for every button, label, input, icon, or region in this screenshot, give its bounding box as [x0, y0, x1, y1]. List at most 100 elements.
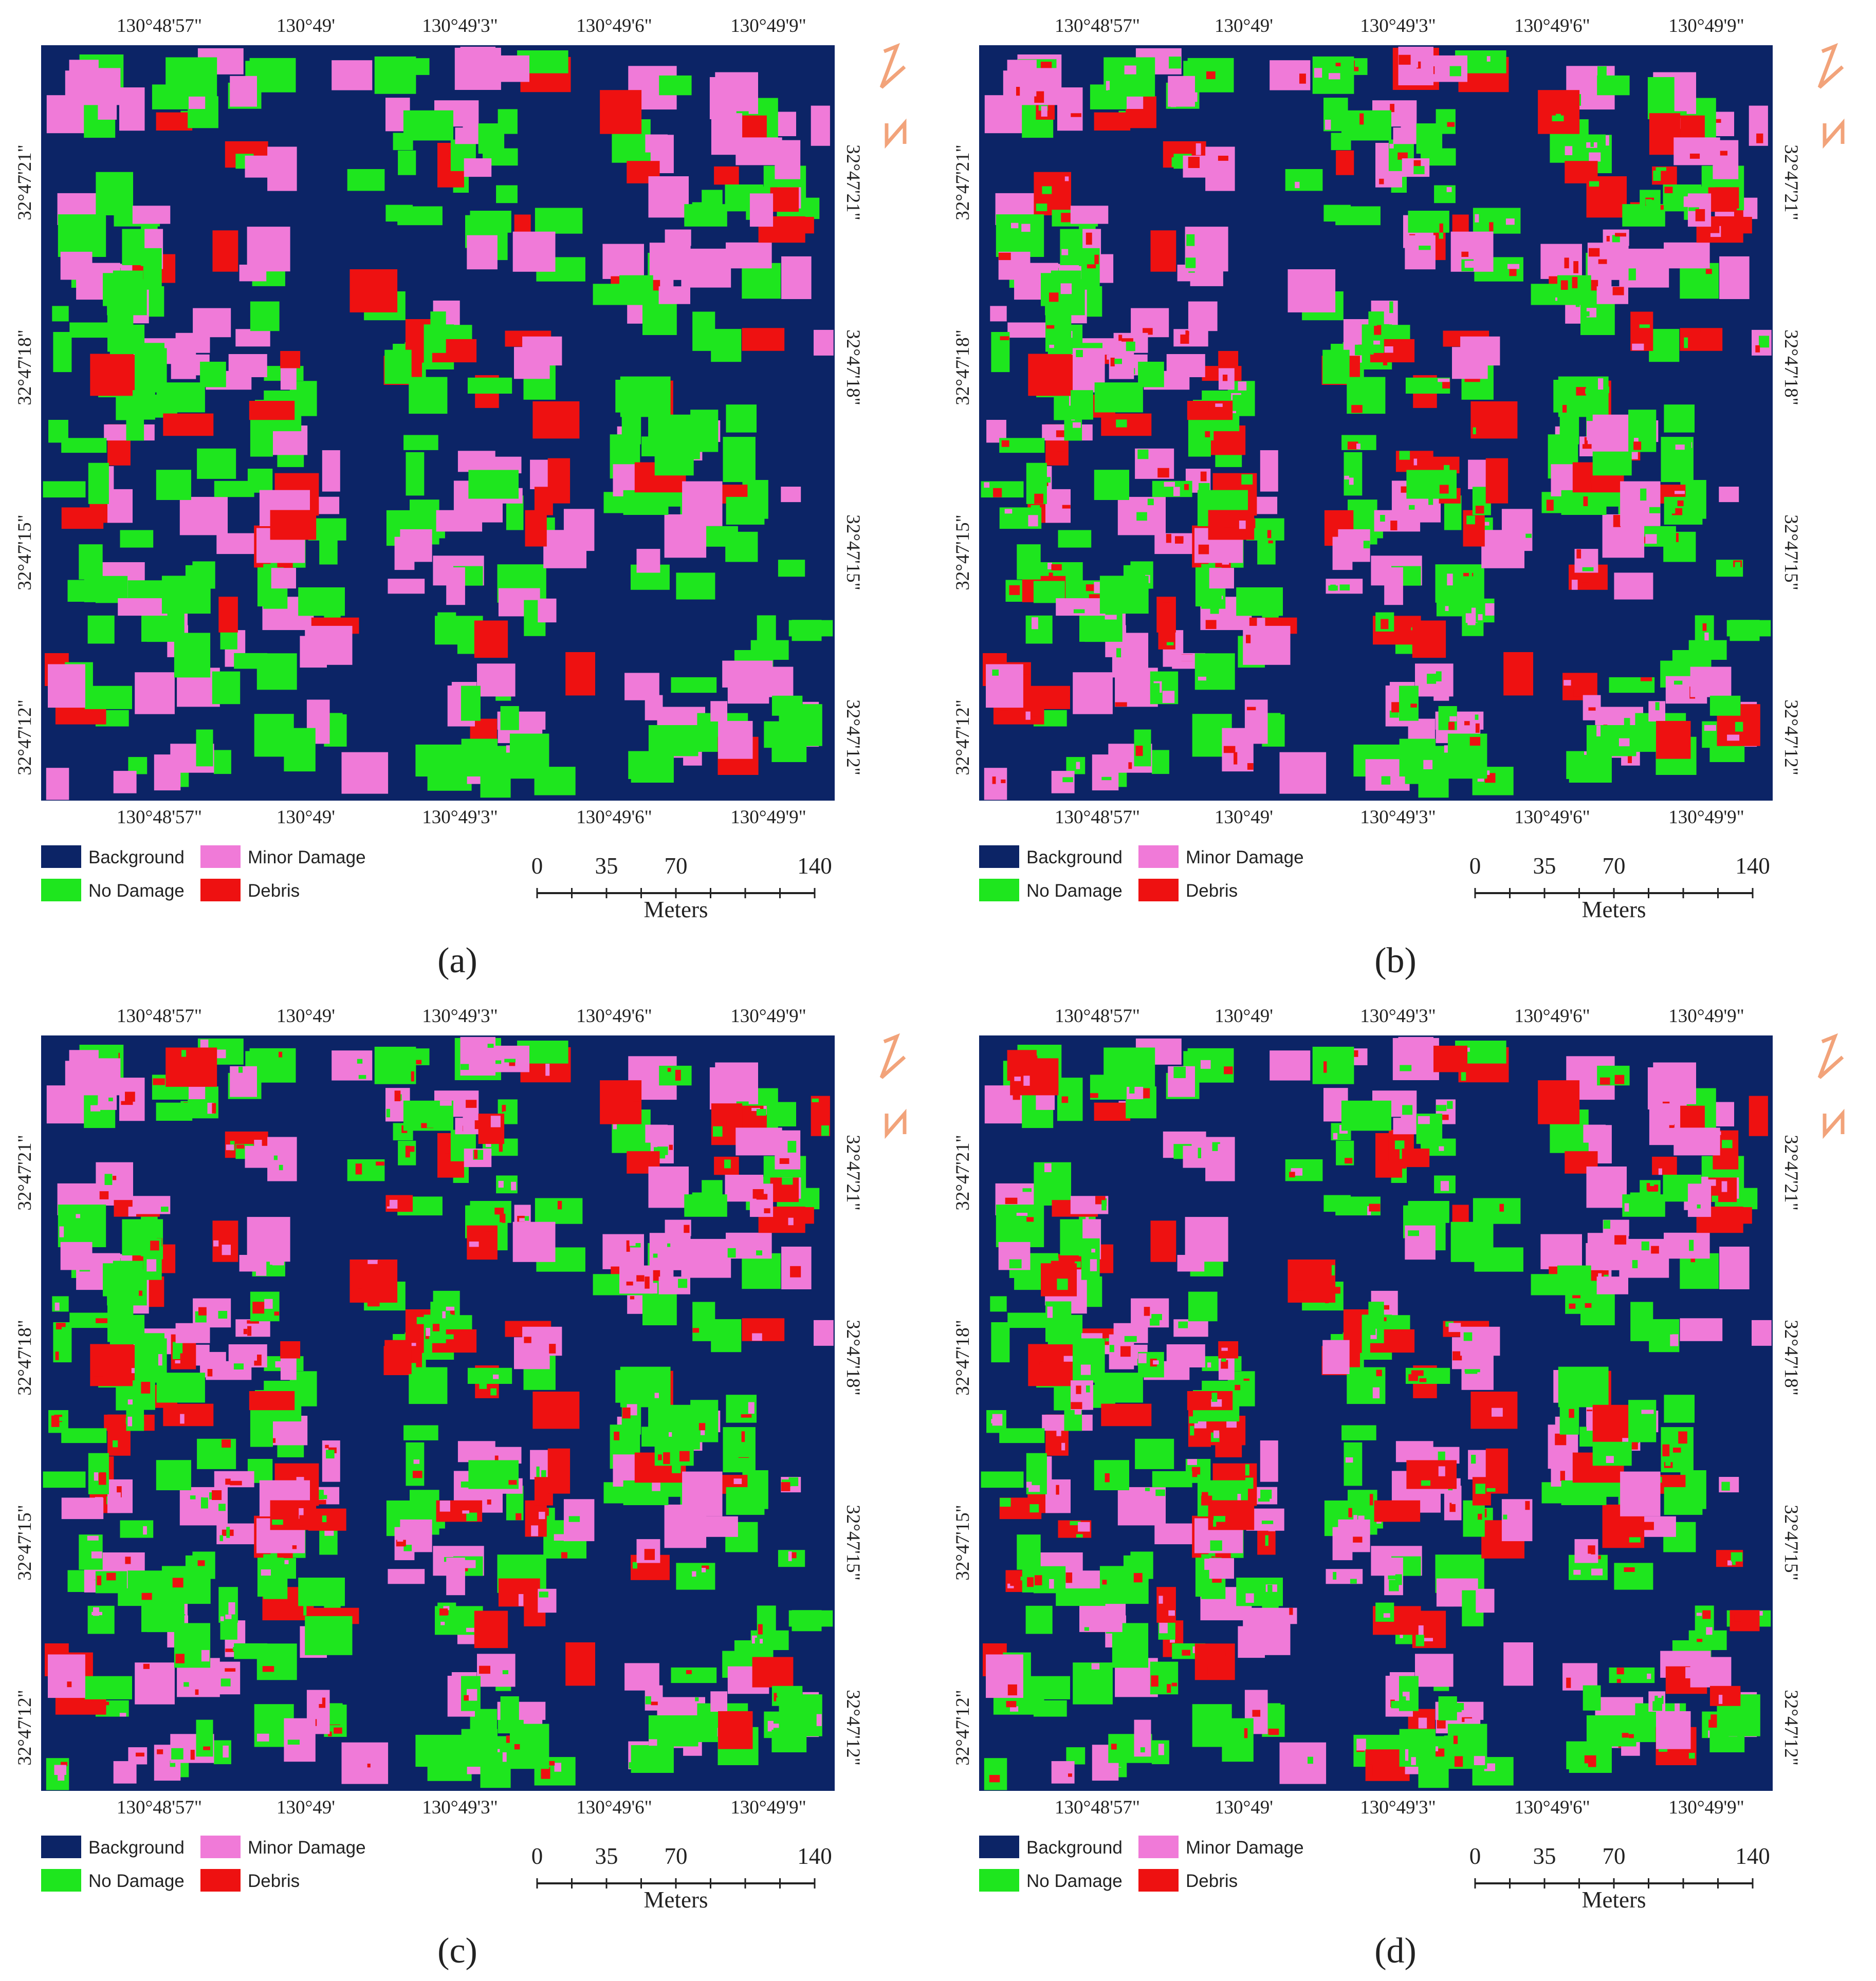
- classified-pixel-cluster: [1690, 1255, 1695, 1263]
- classified-pixel-cluster: [549, 1344, 556, 1354]
- classified-pixel-cluster: [626, 1281, 633, 1286]
- building-footprint: [1752, 1320, 1772, 1346]
- classified-pixel-cluster: [816, 1714, 822, 1726]
- classified-pixel-cluster: [1086, 1385, 1090, 1393]
- lon-label-top: 130°49'3": [422, 15, 498, 36]
- classified-pixel-cluster: [1290, 767, 1300, 776]
- legend-label-debris: Debris: [248, 881, 300, 901]
- building-footprint: [742, 1253, 781, 1289]
- building-footprint: [1614, 572, 1653, 600]
- classified-pixel-cluster: [1647, 1575, 1652, 1585]
- classified-pixel-cluster: [1056, 333, 1060, 338]
- classified-pixel-cluster: [1651, 84, 1654, 96]
- building-footprint: [197, 448, 236, 479]
- classified-pixel-cluster: [1049, 344, 1054, 348]
- classified-pixel-cluster: [190, 1495, 196, 1499]
- classified-pixel-cluster: [248, 1350, 257, 1361]
- classified-pixel-cluster: [1401, 626, 1408, 634]
- classified-pixel-cluster: [1208, 404, 1213, 412]
- classified-pixel-cluster: [318, 1490, 324, 1499]
- classified-pixel-cluster: [632, 1562, 637, 1569]
- classified-pixel-cluster: [502, 1670, 508, 1674]
- classified-pixel-cluster: [1721, 1482, 1730, 1491]
- classified-pixel-cluster: [1617, 441, 1625, 445]
- classified-pixel-cluster: [698, 1328, 704, 1339]
- classified-pixel-cluster: [1037, 636, 1041, 640]
- classified-pixel-cluster: [150, 1241, 159, 1251]
- classified-pixel-cluster: [1696, 1188, 1700, 1196]
- classified-pixel-cluster: [1210, 1540, 1222, 1551]
- classified-pixel-cluster: [1167, 1139, 1171, 1149]
- building-footprint: [792, 1610, 822, 1632]
- classified-pixel-cluster: [1705, 269, 1712, 274]
- north-arrow-icon: [1817, 43, 1845, 149]
- building-footprint: [249, 58, 296, 92]
- building-footprint: [645, 1124, 668, 1143]
- classified-pixel-cluster: [1151, 1675, 1158, 1687]
- classified-pixel-cluster: [1679, 149, 1687, 160]
- classified-pixel-cluster: [487, 1044, 494, 1048]
- classified-pixel-cluster: [1218, 1144, 1222, 1154]
- classified-pixel-cluster: [312, 1696, 322, 1704]
- classified-pixel-cluster: [1034, 588, 1042, 597]
- classified-pixel-cluster: [376, 1161, 384, 1166]
- classified-pixel-cluster: [752, 1333, 762, 1341]
- classified-pixel-cluster: [1453, 1211, 1457, 1220]
- building-footprint: [341, 1742, 389, 1784]
- classified-pixel-cluster: [1254, 595, 1257, 606]
- classified-pixel-cluster: [1598, 1189, 1610, 1198]
- building-footprint: [563, 509, 595, 551]
- classified-pixel-cluster: [1662, 1330, 1672, 1335]
- building-footprint: [749, 193, 774, 227]
- map-panel-a: 130°48'57" 130°49' 130°49'3" 130°49'6" 1…: [0, 0, 938, 990]
- lon-label-top: 130°48'57": [117, 1006, 202, 1027]
- classified-pixel-cluster: [208, 1440, 219, 1452]
- classified-pixel-cluster: [1071, 1402, 1082, 1409]
- classified-pixel-cluster: [1068, 1773, 1072, 1777]
- classified-pixel-cluster: [1158, 1596, 1163, 1604]
- legend-label-minor-damage: Minor Damage: [1186, 1838, 1304, 1858]
- top-longitude-labels: 130°48'57" 130°49' 130°49'3" 130°49'6" 1…: [117, 15, 806, 36]
- classified-pixel-cluster: [1160, 768, 1168, 772]
- classified-pixel-cluster: [1029, 1504, 1039, 1513]
- classified-pixel-cluster: [357, 1059, 363, 1064]
- classified-pixel-cluster: [1556, 114, 1561, 121]
- scale-tick-label: 35: [1533, 1843, 1556, 1869]
- building-footprint: [409, 377, 448, 414]
- classified-pixel-cluster: [1491, 1469, 1501, 1477]
- classified-pixel-cluster: [1560, 1471, 1565, 1481]
- classified-pixel-cluster: [1438, 1466, 1445, 1476]
- classified-pixel-cluster: [1671, 338, 1676, 344]
- scale-tick-label: 70: [1603, 1843, 1626, 1869]
- classified-pixel-cluster: [1115, 702, 1127, 707]
- classified-pixel-cluster: [195, 1752, 200, 1762]
- classified-pixel-cluster: [1091, 622, 1098, 633]
- classified-pixel-cluster: [1205, 427, 1210, 437]
- building-footprint: [1485, 458, 1509, 504]
- classified-pixel-cluster: [1004, 509, 1013, 514]
- classified-pixel-cluster: [1234, 752, 1238, 765]
- classified-pixel-cluster: [1061, 249, 1069, 255]
- classified-pixel-cluster: [756, 1109, 766, 1116]
- classified-pixel-cluster: [252, 1302, 265, 1314]
- scale-unit-label: Meters: [1582, 897, 1646, 922]
- classified-pixel-cluster: [653, 1253, 658, 1258]
- classified-pixel-cluster: [1582, 1763, 1588, 1772]
- classified-pixel-cluster: [1614, 1075, 1625, 1084]
- classified-pixel-cluster: [409, 1146, 415, 1152]
- building-footprint: [1501, 509, 1533, 551]
- classified-pixel-cluster: [487, 1471, 499, 1480]
- classified-pixel-cluster: [1710, 1738, 1716, 1750]
- building-footprint: [52, 1296, 69, 1312]
- classified-pixel-cluster: [1381, 776, 1391, 785]
- classified-pixel-cluster: [1217, 1653, 1226, 1656]
- building-footprint: [315, 496, 340, 514]
- classified-pixel-cluster: [463, 1491, 467, 1499]
- classified-pixel-cluster: [1109, 1398, 1120, 1402]
- classified-pixel-cluster: [1290, 1159, 1296, 1168]
- classified-pixel-cluster: [741, 1414, 752, 1418]
- classified-pixel-cluster: [1642, 1313, 1648, 1323]
- classified-pixel-cluster: [1091, 1249, 1095, 1253]
- classified-pixel-cluster: [1663, 1081, 1675, 1092]
- classified-pixel-cluster: [113, 1176, 117, 1180]
